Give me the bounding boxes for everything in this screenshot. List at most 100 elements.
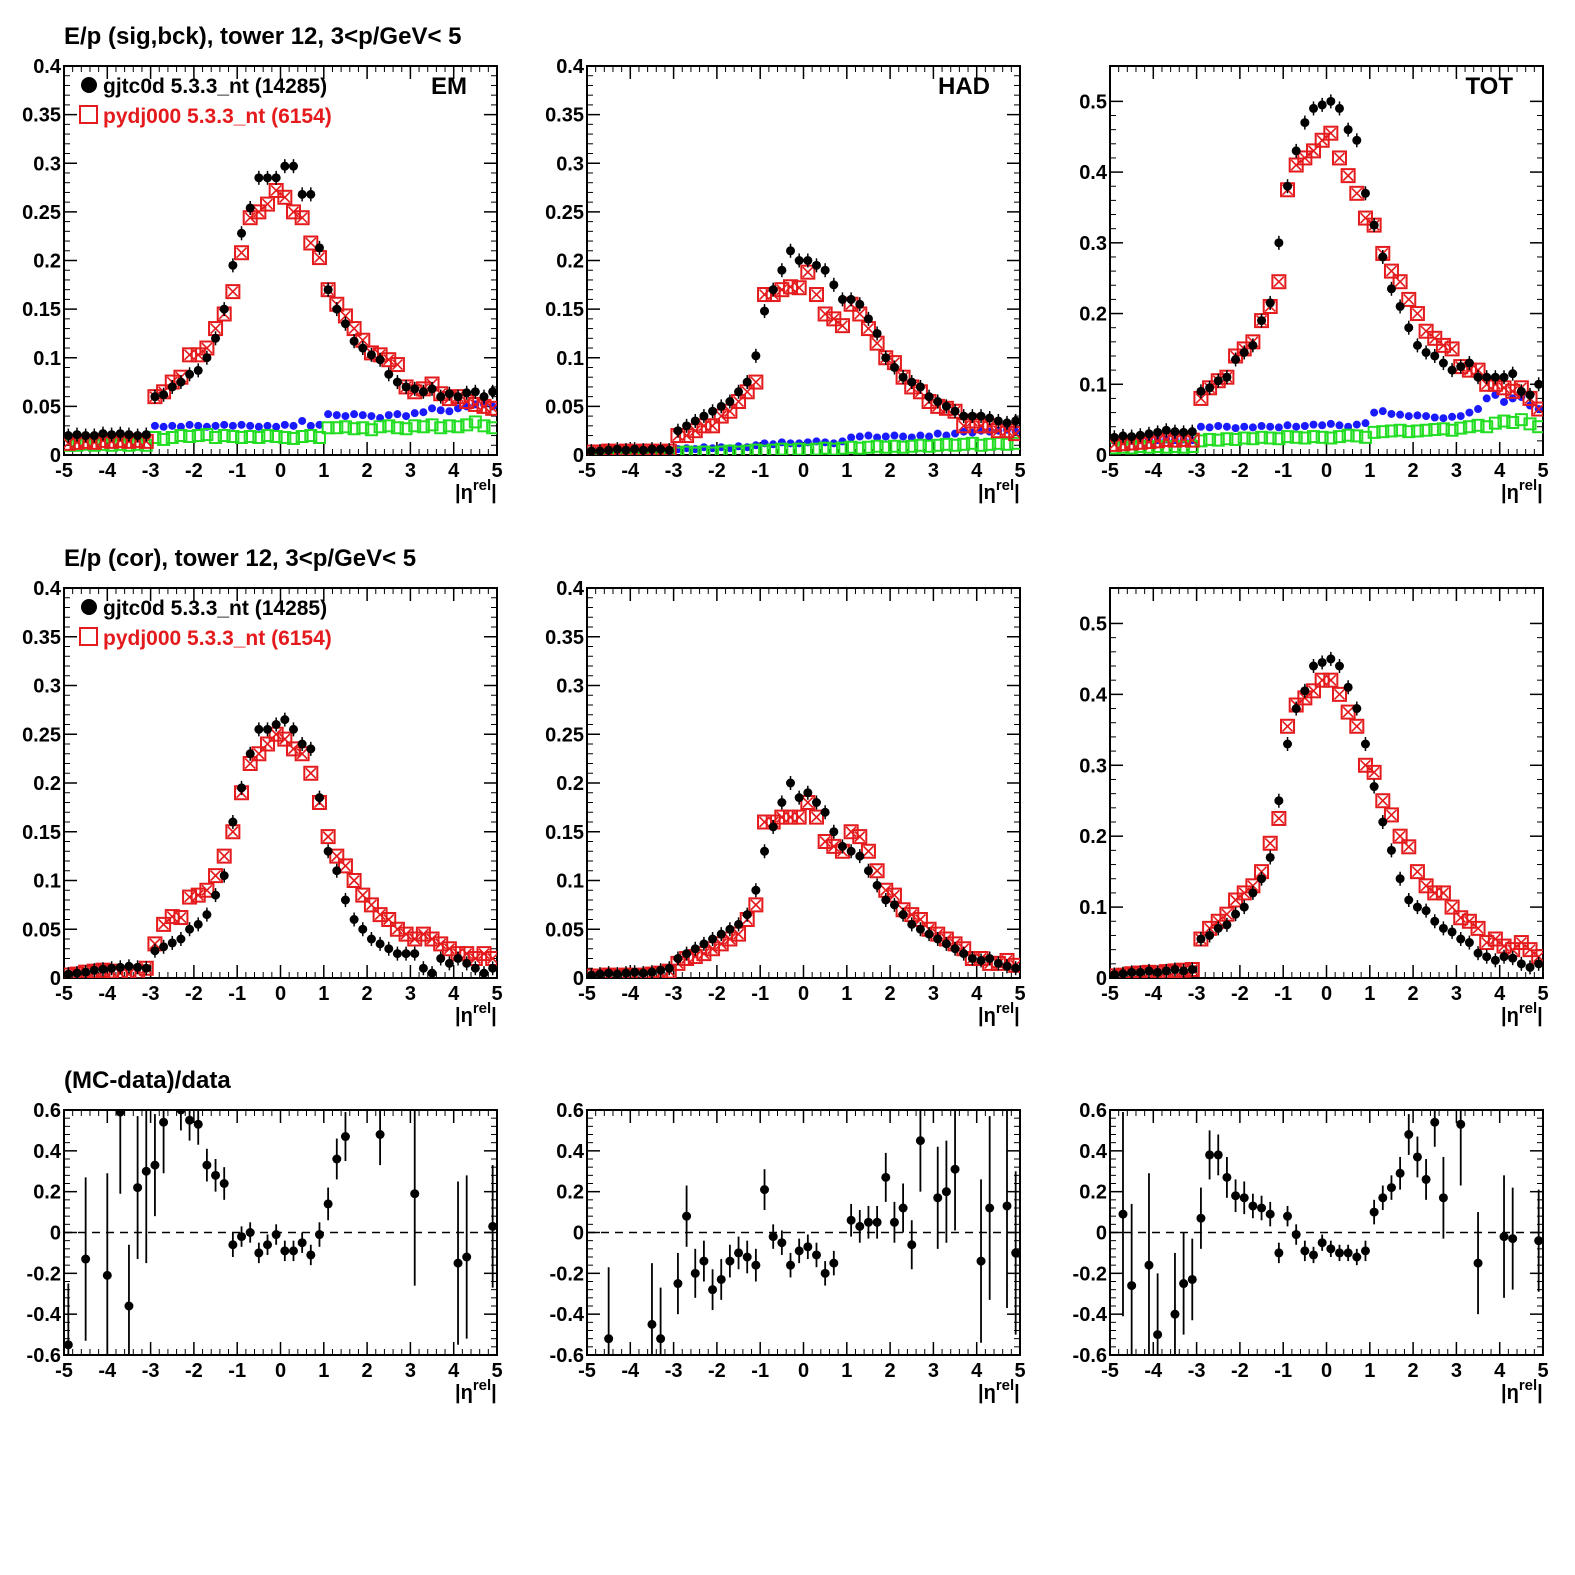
data-point — [742, 377, 752, 387]
mc-point — [407, 931, 423, 947]
data-point — [462, 388, 472, 398]
y-tick-label: 0.35 — [22, 105, 61, 127]
mc-point — [1349, 718, 1365, 734]
mc-point — [1375, 793, 1391, 809]
y-tick-label: 0.2 — [1079, 304, 1107, 326]
data-point — [1300, 118, 1310, 128]
mc-point-cross — [244, 212, 256, 224]
mc-point-cross — [836, 320, 849, 332]
bck-mc-point — [330, 421, 344, 435]
bck-mc-point — [1281, 430, 1295, 444]
x-tick-label: 1 — [318, 460, 329, 482]
ratio-point — [1309, 1250, 1319, 1260]
x-tick-label: 0 — [798, 460, 809, 482]
y-tick-label: 0.2 — [33, 251, 61, 273]
bck-mc-point — [269, 430, 283, 444]
bck-mc-point — [174, 429, 188, 443]
y-tick-label: 0.05 — [22, 396, 61, 418]
bck-mc-point — [818, 441, 832, 455]
y-tick-label: 0.1 — [556, 348, 584, 370]
data-point — [638, 445, 648, 455]
data-point — [1490, 372, 1500, 382]
ratio-point — [855, 1221, 865, 1231]
x-tick-label: -1 — [751, 983, 769, 1005]
plot-area — [64, 712, 497, 978]
x-tick-label: -1 — [1274, 460, 1292, 482]
mc-point-cross — [383, 354, 395, 366]
ratio-point — [933, 1193, 943, 1203]
bck-mc-point — [1488, 416, 1502, 430]
bck-mc-point — [382, 419, 396, 433]
y-tick-label: 0.4 — [1079, 162, 1108, 184]
bck-data-point — [1205, 423, 1214, 432]
data-point — [1118, 431, 1128, 441]
ratio-point — [124, 1301, 134, 1311]
bck-mc-point — [706, 446, 720, 455]
data-point — [176, 934, 186, 944]
data-point — [950, 406, 960, 416]
data-point — [941, 401, 951, 411]
data-point — [453, 954, 463, 963]
data-point — [107, 963, 117, 973]
mc-point-cross — [1221, 908, 1233, 920]
x-tick-label: 2 — [362, 1360, 373, 1382]
ratio-point — [102, 1270, 112, 1280]
data-point — [777, 798, 787, 807]
mc-point-cross — [322, 831, 334, 843]
bck-mc-point — [321, 421, 335, 435]
plot-frame — [586, 587, 1021, 979]
ratio-point — [1179, 1279, 1189, 1289]
x-tick-label: 4 — [448, 460, 460, 482]
ratio-point — [332, 1154, 342, 1164]
data-point — [444, 389, 454, 399]
bck-mc-point — [1009, 436, 1020, 450]
ratio-point — [228, 1240, 238, 1250]
mc-point-cross — [810, 288, 823, 301]
x-tick-label: 4 — [1494, 1360, 1506, 1382]
data-point — [1291, 146, 1301, 156]
data-point — [621, 968, 631, 978]
ratio-point — [115, 1110, 125, 1117]
bck-data-point — [1370, 408, 1379, 417]
ratio-point — [708, 1285, 718, 1295]
ratio-point — [1508, 1234, 1518, 1244]
data-point — [237, 228, 247, 238]
mc-point-cross — [296, 748, 308, 760]
ratio-point — [1412, 1152, 1422, 1162]
data-point — [1257, 874, 1267, 884]
bck-mc-point — [835, 441, 849, 455]
mc-point — [398, 926, 414, 942]
data-point — [837, 294, 847, 304]
legend-mc-marker — [79, 105, 98, 124]
x-tick-label: -2 — [1231, 460, 1249, 482]
bck-data-point — [864, 431, 873, 440]
mc-point — [748, 897, 764, 913]
mc-point-cross — [469, 398, 481, 410]
mc-point-cross — [374, 909, 386, 921]
data-point — [410, 949, 420, 959]
data-point — [1283, 739, 1293, 749]
mc-point-cross — [1333, 152, 1346, 164]
data-point — [1447, 365, 1457, 375]
mc-point — [303, 765, 319, 781]
mc-point-cross — [487, 953, 497, 965]
bck-mc-point — [460, 418, 474, 432]
bck-mc-point — [922, 439, 936, 453]
bck-mc-point — [1523, 417, 1537, 431]
mc-point-cross — [1507, 385, 1519, 397]
plot-area — [587, 776, 1020, 978]
bck-mc-point — [853, 441, 867, 455]
data-point — [985, 413, 995, 423]
mc-point-cross — [1238, 887, 1250, 899]
mc-point — [817, 306, 833, 322]
mc-point-cross — [365, 899, 377, 911]
ratio-point — [1360, 1246, 1370, 1256]
mc-point-cross — [828, 313, 840, 325]
data-point — [254, 724, 264, 734]
data-point — [889, 900, 899, 910]
data-point — [1274, 796, 1284, 806]
mc-point-cross — [871, 865, 883, 877]
mc-point-cross — [871, 337, 883, 349]
mc-point — [1366, 764, 1382, 780]
mc-point — [424, 931, 440, 947]
